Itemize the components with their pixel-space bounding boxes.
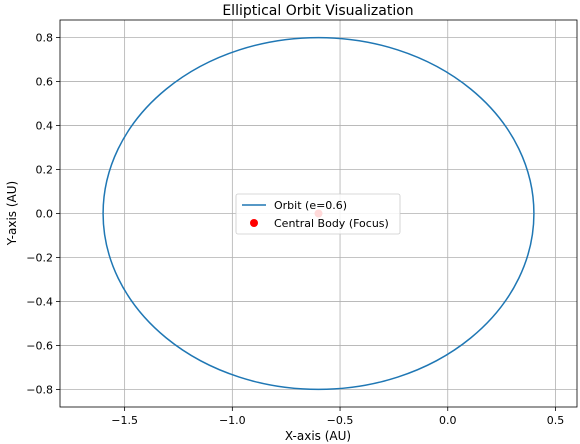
y-tick-label: 0.2 [36, 164, 54, 177]
y-tick-label: −0.2 [26, 251, 53, 264]
y-tick-label: 0.8 [36, 32, 54, 45]
x-axis-label: X-axis (AU) [285, 429, 351, 443]
x-tick-label: 0.5 [547, 414, 565, 427]
y-tick-label: 0.6 [36, 76, 54, 89]
legend-label-orbit: Orbit (e=0.6) [274, 199, 347, 212]
legend: Orbit (e=0.6) Central Body (Focus) [235, 193, 401, 235]
x-tick-label: −1.0 [219, 414, 246, 427]
legend-box [235, 193, 401, 235]
x-tick-label: −0.5 [327, 414, 354, 427]
y-tick-label: −0.4 [26, 295, 53, 308]
y-tick-label: 0.4 [36, 120, 54, 133]
y-tick-label: 0.0 [36, 208, 54, 221]
orbit-line [102, 36, 535, 391]
legend-marker-focus [250, 219, 258, 227]
chart-title: Elliptical Orbit Visualization [222, 3, 413, 19]
legend-label-focus: Central Body (Focus) [274, 217, 389, 230]
x-tick-label: −1.5 [111, 414, 138, 427]
y-axis-label: Y-axis (AU) [5, 181, 19, 246]
y-tick-label: −0.6 [26, 339, 53, 352]
y-tick-label: −0.8 [26, 383, 53, 396]
ticks: −1.5 −1.0 −0.5 0.0 0.5 −0.8 −0.6 −0.4 −0.2 0.0 0.2… [26, 32, 564, 427]
x-tick-label: 0.0 [439, 414, 457, 427]
